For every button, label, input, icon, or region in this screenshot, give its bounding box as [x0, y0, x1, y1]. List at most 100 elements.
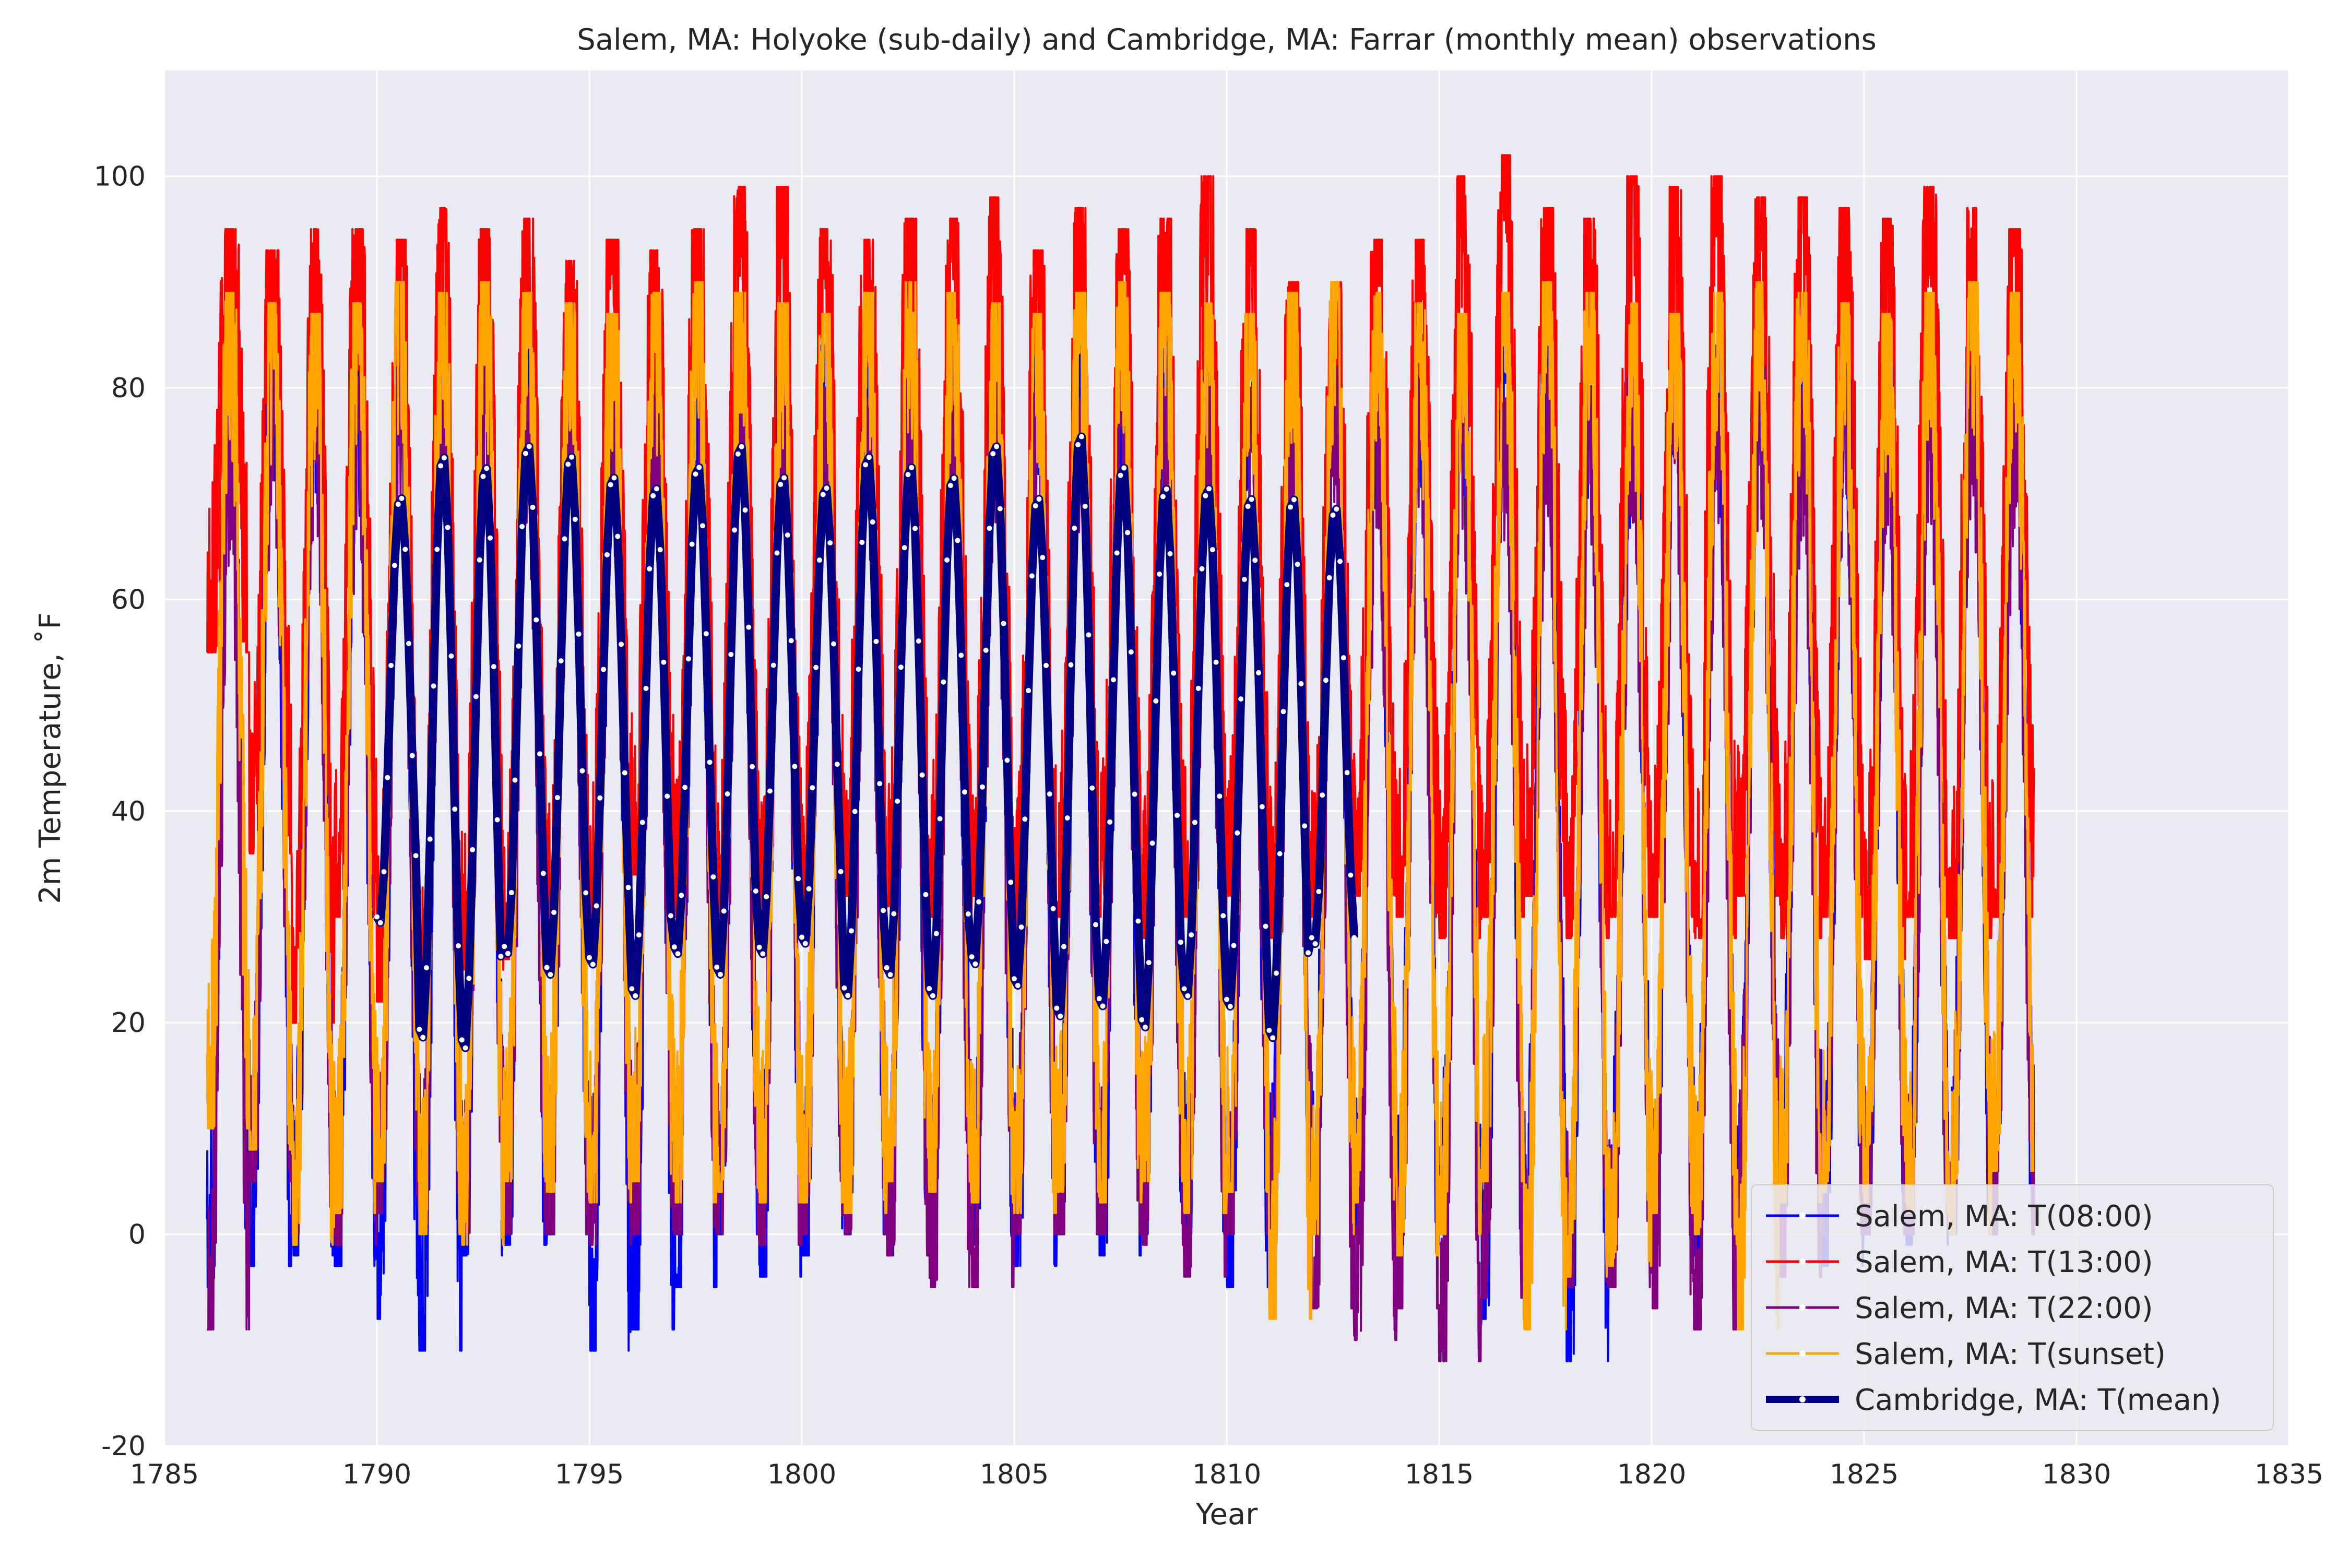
series-point	[1167, 551, 1173, 556]
series-point	[1195, 685, 1201, 691]
series-point	[852, 809, 858, 814]
series-point	[462, 1045, 468, 1051]
series-point	[944, 557, 950, 563]
series-point	[1320, 792, 1325, 798]
series-point	[1334, 506, 1339, 512]
series-point	[1064, 815, 1070, 821]
series-point	[1096, 996, 1102, 1002]
series-point	[494, 817, 500, 823]
series-point	[1029, 573, 1035, 579]
series-point	[1330, 512, 1336, 518]
series-point	[1026, 688, 1031, 694]
series-point	[579, 768, 585, 774]
series-point	[1089, 785, 1095, 791]
series-point	[619, 642, 624, 647]
series-point	[392, 563, 397, 568]
series-point	[1149, 840, 1155, 846]
series-point	[1118, 472, 1123, 478]
series-point	[671, 944, 677, 950]
series-point	[413, 853, 419, 859]
series-point	[735, 451, 741, 457]
series-point	[756, 944, 762, 950]
series-point	[533, 617, 539, 623]
series-point	[979, 784, 985, 790]
series-point	[625, 885, 631, 890]
series-point	[1192, 819, 1197, 825]
series-point	[1075, 442, 1081, 447]
series-point	[1072, 525, 1077, 531]
series-point	[746, 624, 752, 630]
series-point	[445, 525, 450, 530]
series-point	[423, 965, 429, 970]
series-point	[480, 473, 486, 479]
series-point	[1157, 571, 1162, 577]
series-point	[374, 914, 379, 920]
series-point	[601, 667, 607, 672]
series-point	[958, 652, 964, 658]
y-tick-label: 100	[94, 161, 146, 193]
series-point	[1302, 823, 1308, 829]
series-point	[540, 871, 546, 876]
series-point	[916, 638, 921, 644]
series-point	[895, 799, 900, 804]
series-point	[1291, 497, 1297, 503]
series-point	[622, 770, 627, 776]
series-point	[551, 909, 557, 915]
x-tick-label: 1805	[980, 1459, 1049, 1490]
x-tick-label: 1830	[2042, 1459, 2111, 1490]
y-tick-label: -20	[101, 1431, 146, 1462]
series-point	[590, 961, 596, 967]
series-point	[951, 476, 957, 481]
series-point	[1043, 662, 1049, 668]
series-point	[519, 524, 525, 529]
series-point	[587, 955, 592, 960]
series-point	[863, 462, 869, 468]
series-point	[1238, 696, 1244, 702]
series-point	[502, 944, 507, 949]
series-point	[679, 893, 684, 898]
series-point	[1203, 493, 1208, 498]
series-point	[969, 954, 975, 960]
series-point	[1252, 557, 1258, 563]
series-point	[643, 685, 649, 691]
series-point	[1185, 993, 1191, 999]
y-tick-label: 0	[128, 1219, 146, 1251]
series-point	[1100, 1003, 1106, 1009]
series-point	[778, 482, 784, 488]
series-point	[438, 463, 444, 469]
series-point	[456, 943, 461, 948]
series-point	[576, 631, 582, 637]
series-point	[728, 651, 734, 657]
legend-label: Salem, MA: T(13:00)	[1855, 1245, 2153, 1279]
series-point	[693, 471, 698, 477]
series-point	[689, 541, 695, 547]
y-axis-label: 2m Temperature, ˚F	[33, 612, 67, 904]
series-point	[1235, 830, 1240, 836]
series-point	[1068, 662, 1074, 668]
series-point	[1008, 880, 1014, 885]
series-point	[1309, 935, 1314, 941]
series-point	[558, 658, 564, 664]
series-point	[881, 908, 886, 913]
series-point	[633, 993, 638, 999]
series-point	[1280, 709, 1286, 715]
series-point	[799, 934, 804, 940]
series-point	[866, 455, 872, 460]
series-point	[947, 483, 953, 489]
series-point	[1245, 504, 1251, 509]
series-point	[1012, 976, 1017, 982]
series-point	[845, 993, 851, 999]
series-point	[725, 791, 730, 797]
series-point	[1178, 940, 1183, 945]
legend-label: Cambridge, MA: T(mean)	[1855, 1383, 2221, 1417]
series-point	[816, 557, 822, 563]
series-point	[933, 931, 939, 936]
series-point	[820, 492, 826, 497]
series-point	[1125, 530, 1131, 536]
series-point	[707, 759, 713, 765]
series-point	[639, 819, 645, 825]
series-point	[873, 638, 879, 644]
series-point	[703, 631, 709, 637]
series-point	[1050, 906, 1056, 911]
